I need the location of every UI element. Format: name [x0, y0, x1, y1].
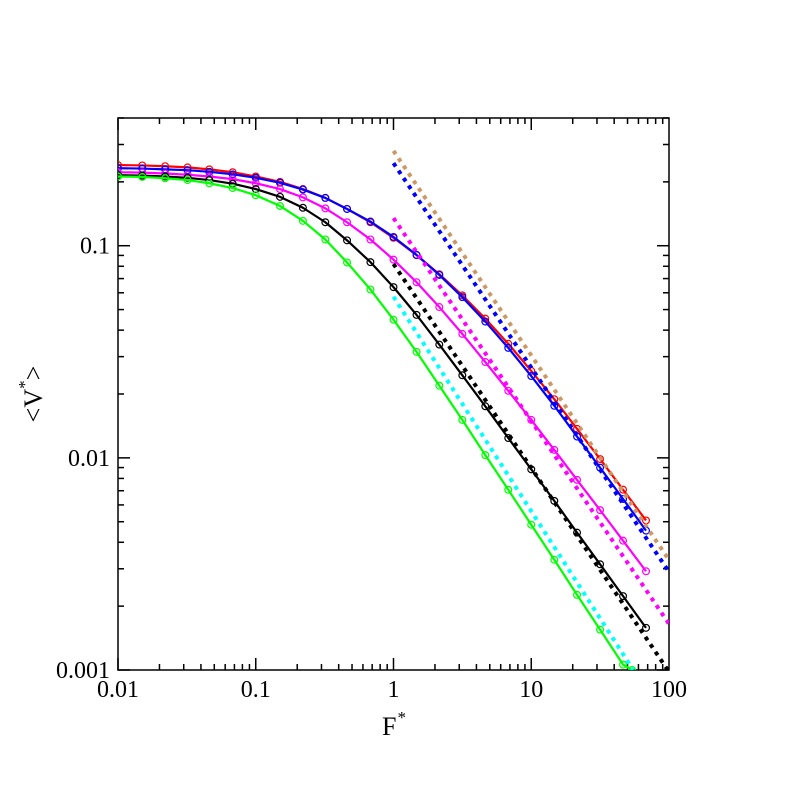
- data-point: [343, 218, 352, 227]
- data-point: [298, 193, 307, 202]
- data-point: [251, 173, 260, 182]
- data-point: [458, 329, 467, 338]
- data-point: [527, 520, 536, 529]
- data-point: [596, 506, 605, 515]
- data-point: [573, 590, 582, 599]
- data-point: [251, 179, 260, 188]
- data-point: [435, 340, 444, 349]
- series-line-3: [118, 174, 647, 629]
- data-point: [321, 235, 330, 244]
- data-point: [573, 528, 582, 537]
- data-point: [389, 255, 398, 264]
- dotted-line-8: [391, 262, 669, 670]
- data-point: [298, 216, 307, 225]
- data-point: [366, 285, 375, 294]
- x-tick-label: 0.01: [97, 677, 139, 703]
- data-point: [435, 270, 444, 279]
- data-point: [205, 179, 214, 188]
- data-point: [412, 278, 421, 287]
- data-point: [596, 625, 605, 634]
- data-point: [138, 172, 147, 181]
- data-point: [481, 451, 490, 460]
- data-point: [343, 236, 352, 245]
- series-line-4: [118, 175, 633, 670]
- data-point: [550, 555, 559, 564]
- data-point: [412, 310, 421, 319]
- data-point: [205, 167, 214, 176]
- dotted-line-7: [391, 216, 669, 625]
- data-point: [481, 358, 490, 367]
- data-point: [412, 347, 421, 356]
- data-point: [458, 371, 467, 380]
- data-point: [183, 176, 192, 185]
- series-layer: [118, 149, 669, 670]
- data-point: [628, 666, 637, 670]
- data-point: [642, 623, 651, 632]
- data-point: [619, 494, 628, 503]
- axis-ticks: [117, 117, 669, 671]
- data-point: [366, 258, 375, 267]
- data-point: [366, 217, 375, 226]
- dotted-line-6: [391, 162, 669, 574]
- data-point: [118, 168, 122, 177]
- data-point: [481, 317, 490, 326]
- data-point: [366, 235, 375, 244]
- data-point: [458, 415, 467, 424]
- data-point: [228, 184, 237, 193]
- y-axis-title: <V*>: [15, 366, 48, 423]
- data-point: [276, 192, 285, 201]
- data-point: [183, 166, 192, 175]
- data-point: [251, 185, 260, 194]
- data-point: [619, 592, 628, 601]
- data-point: [458, 293, 467, 302]
- y-tick-label: 0.01: [68, 446, 110, 472]
- data-point: [642, 567, 651, 576]
- y-tick-label: 0.001: [56, 658, 110, 684]
- series-line-2: [118, 171, 647, 572]
- data-point: [321, 193, 330, 202]
- data-point: [228, 175, 237, 184]
- data-point: [435, 381, 444, 390]
- x-axis-title: F*: [382, 708, 406, 741]
- data-point: [389, 232, 398, 241]
- data-point: [321, 204, 330, 213]
- series-line-1: [118, 167, 647, 532]
- data-point: [118, 164, 122, 173]
- x-tick-label: 1: [388, 677, 400, 703]
- x-tick-label: 10: [519, 677, 543, 703]
- data-point: [619, 660, 628, 669]
- dotted-line-9: [391, 295, 635, 670]
- data-point: [276, 185, 285, 194]
- data-point: [161, 174, 170, 183]
- data-point: [343, 258, 352, 267]
- data-point: [527, 415, 536, 424]
- data-point: [389, 283, 398, 292]
- plot-frame: [117, 117, 670, 671]
- data-point: [321, 218, 330, 227]
- data-point: [343, 204, 352, 213]
- x-tick-label: 0.1: [241, 677, 271, 703]
- data-point: [228, 170, 237, 179]
- data-point: [389, 315, 398, 324]
- data-point: [118, 172, 122, 181]
- data-point: [504, 485, 513, 494]
- x-tick-label: 100: [651, 677, 687, 703]
- data-point: [276, 201, 285, 210]
- data-point: [118, 161, 122, 170]
- data-point: [183, 173, 192, 182]
- dotted-line-5: [391, 149, 669, 562]
- data-point: [619, 536, 628, 545]
- y-tick-label: 0.1: [80, 234, 110, 260]
- data-point: [596, 455, 605, 464]
- data-point: [251, 191, 260, 200]
- data-point: [298, 203, 307, 212]
- data-point: [435, 303, 444, 312]
- data-point: [504, 343, 513, 352]
- data-point: [298, 185, 307, 194]
